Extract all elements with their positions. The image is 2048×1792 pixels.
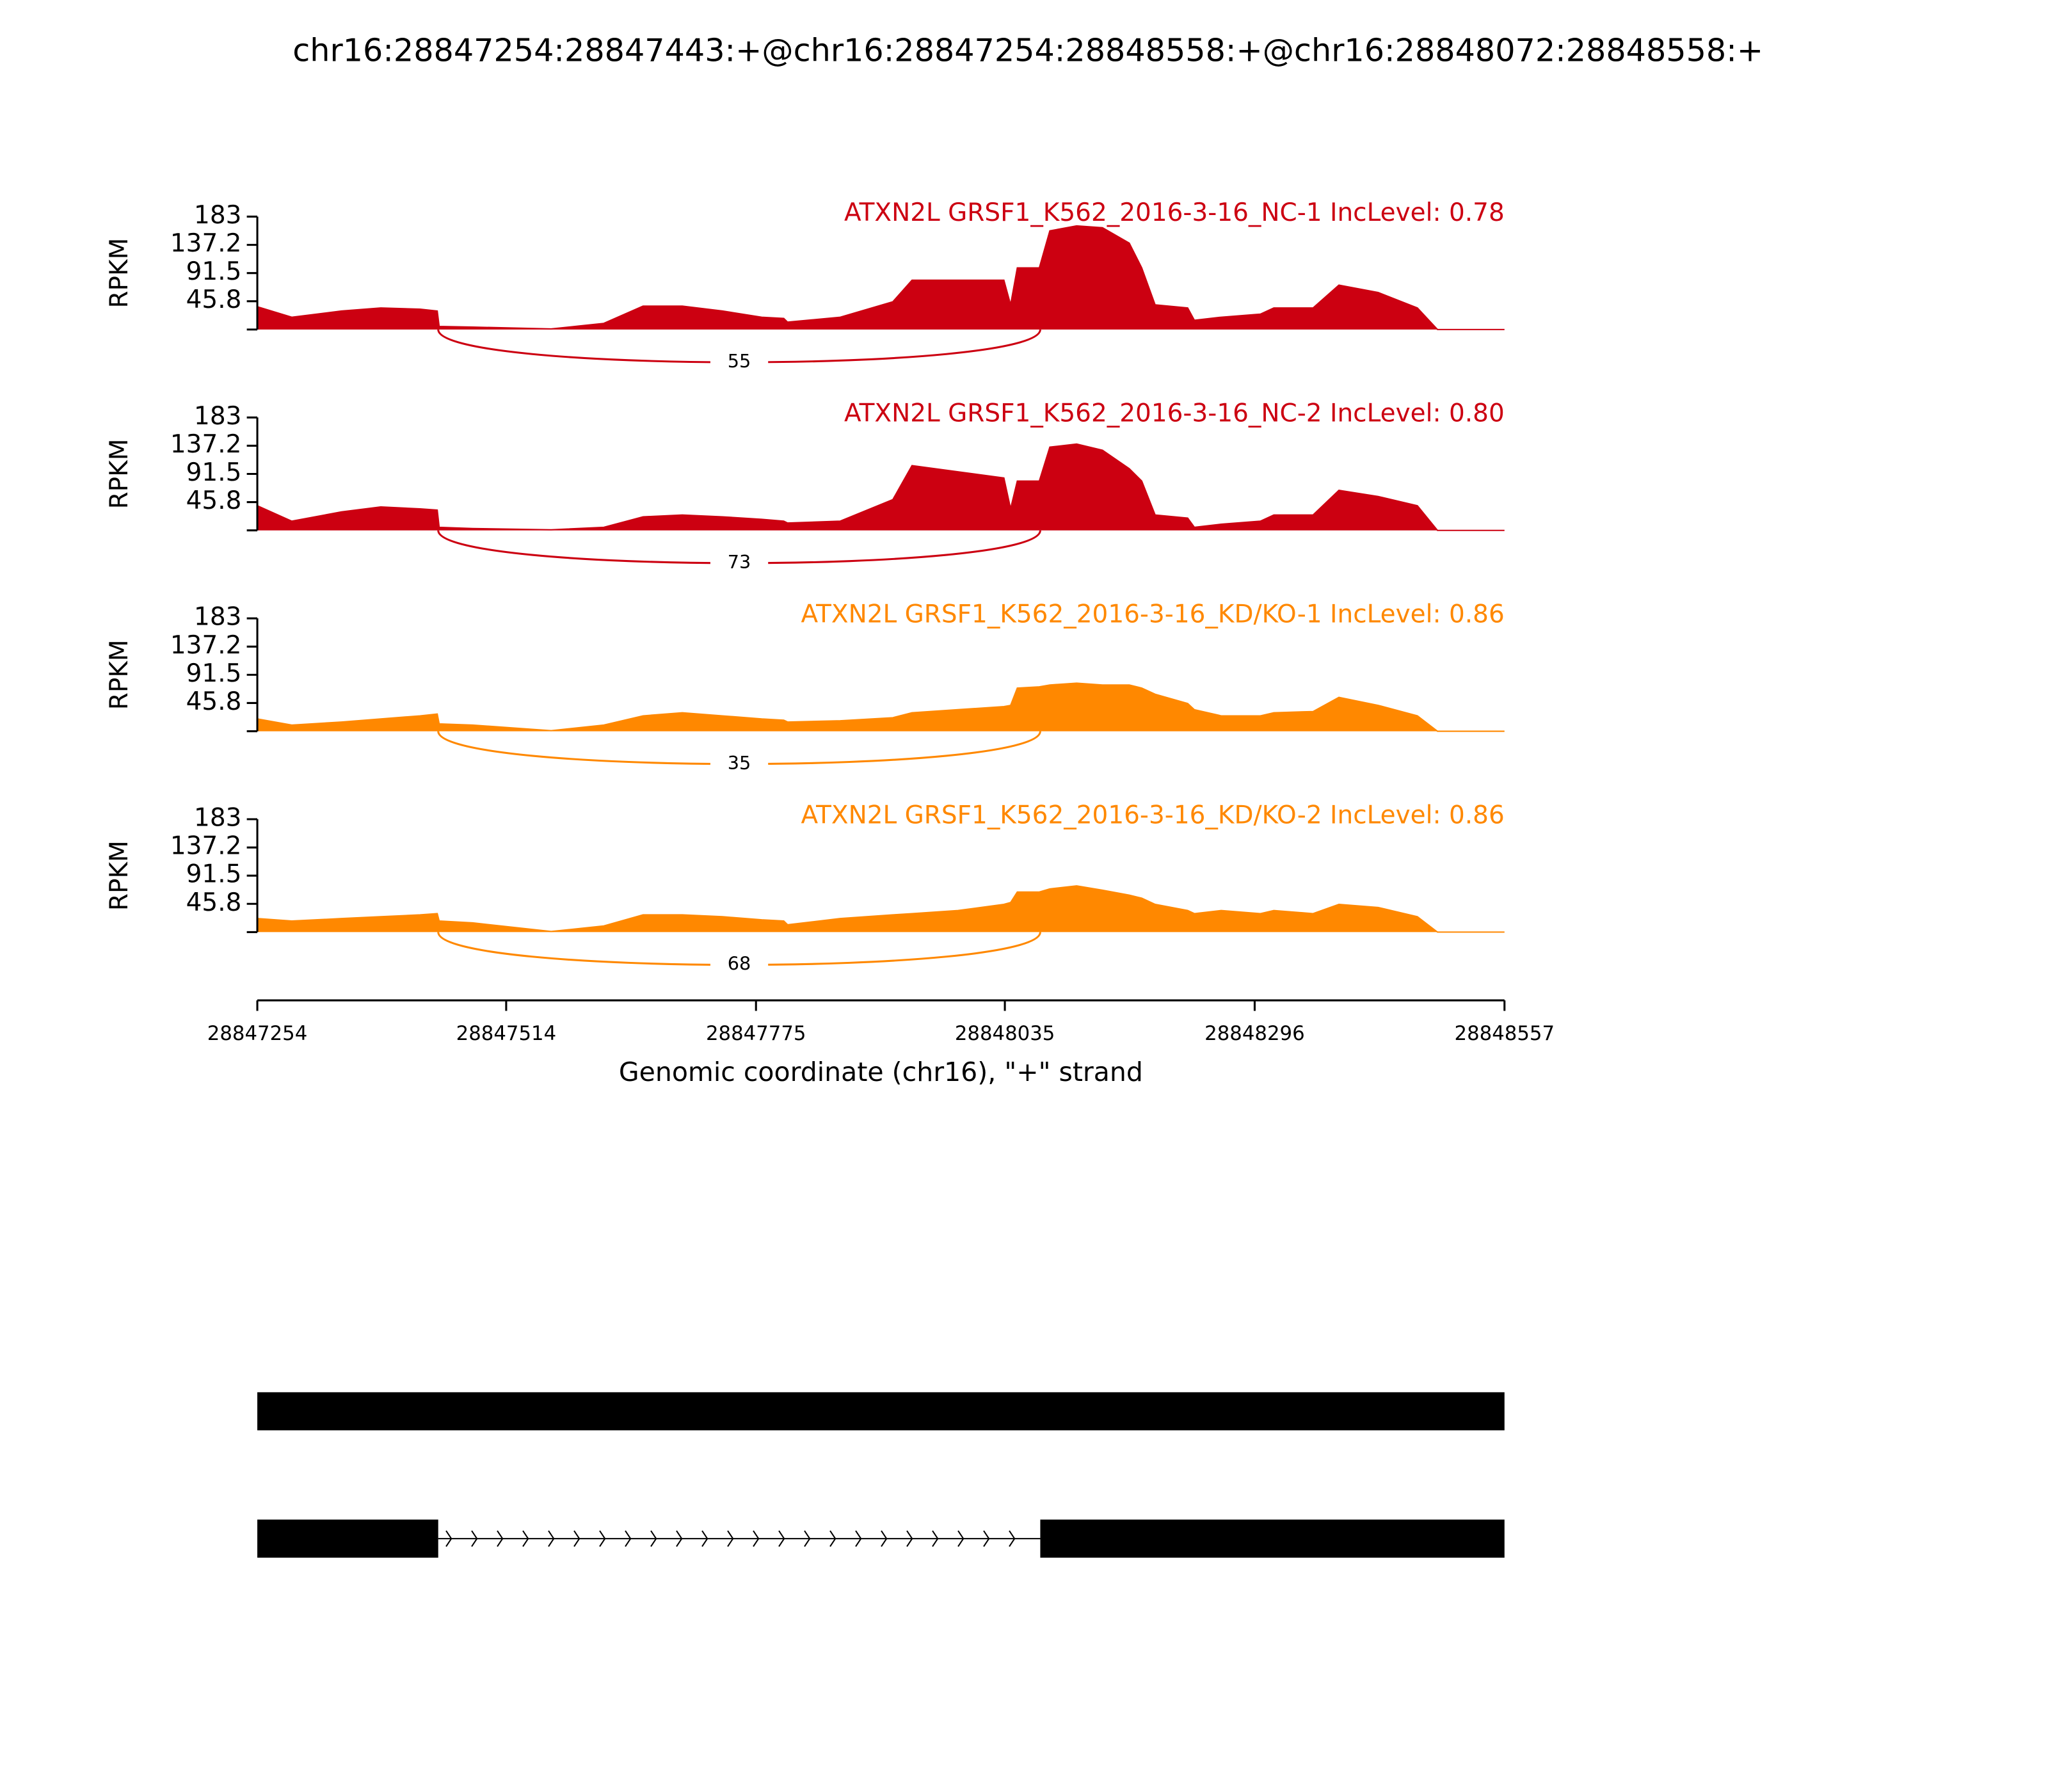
junction-label-box bbox=[710, 346, 769, 378]
junction-count: 35 bbox=[728, 752, 751, 774]
coverage-line bbox=[257, 682, 1505, 732]
intron-arrow bbox=[573, 1530, 580, 1547]
track-title: ATXN2L GRSF1_K562_2016-3-16_NC-2 IncLeve… bbox=[844, 399, 1505, 428]
x-tick-label: 28848557 bbox=[1455, 1022, 1555, 1045]
junction-count: 73 bbox=[728, 551, 751, 573]
intron-arrow bbox=[778, 1530, 785, 1547]
y-tick-label: 137.2 bbox=[170, 430, 242, 459]
intron-arrow bbox=[522, 1530, 529, 1547]
coverage-fill bbox=[257, 886, 1505, 932]
intron-arrow bbox=[727, 1530, 734, 1547]
y-tick-label: 183 bbox=[194, 402, 241, 431]
intron-arrow bbox=[650, 1530, 657, 1547]
junction-count: 55 bbox=[728, 350, 751, 372]
x-tick-label: 28847775 bbox=[706, 1022, 806, 1045]
y-axis-label: RPKM bbox=[105, 840, 134, 911]
intron-arrow bbox=[983, 1530, 990, 1547]
intron-arrow bbox=[625, 1530, 632, 1547]
x-tick-label: 28847514 bbox=[456, 1022, 557, 1045]
exon bbox=[1040, 1519, 1505, 1558]
track-title: ATXN2L GRSF1_K562_2016-3-16_KD/KO-2 IncL… bbox=[801, 801, 1504, 829]
y-tick-label: 91.5 bbox=[186, 458, 242, 487]
exon bbox=[257, 1392, 1505, 1430]
y-axis-label: RPKM bbox=[105, 439, 134, 509]
y-tick-label: 137.2 bbox=[170, 229, 242, 258]
y-tick-label: 45.8 bbox=[186, 888, 242, 917]
x-tick-label: 28847254 bbox=[207, 1022, 308, 1045]
track-title: ATXN2L GRSF1_K562_2016-3-16_KD/KO-1 IncL… bbox=[801, 600, 1504, 629]
intron-arrow bbox=[1009, 1530, 1016, 1547]
intron-arrow bbox=[471, 1530, 478, 1547]
y-tick-label: 91.5 bbox=[186, 860, 242, 889]
intron-arrow bbox=[957, 1530, 964, 1547]
y-tick-label: 45.8 bbox=[186, 486, 242, 515]
junction-label-box bbox=[710, 748, 769, 780]
coverage-line bbox=[257, 885, 1505, 933]
junction-count: 68 bbox=[728, 953, 751, 975]
intron-arrow bbox=[548, 1530, 555, 1547]
intron-arrow bbox=[932, 1530, 939, 1547]
intron-arrow bbox=[676, 1530, 683, 1547]
coverage-fill bbox=[257, 225, 1505, 330]
chart-title: chr16:28847254:28847443:+@chr16:28847254… bbox=[292, 32, 1763, 69]
coverage-fill bbox=[257, 444, 1505, 531]
intron-arrow bbox=[855, 1530, 862, 1547]
y-axis-label: RPKM bbox=[105, 238, 134, 308]
x-tick-label: 28848035 bbox=[955, 1022, 1055, 1045]
junction-label-box bbox=[710, 949, 769, 981]
coverage-fill bbox=[257, 683, 1505, 732]
intron-arrow bbox=[497, 1530, 504, 1547]
y-axis-label: RPKM bbox=[105, 639, 134, 710]
intron-arrow bbox=[829, 1530, 836, 1547]
y-tick-label: 183 bbox=[194, 804, 241, 833]
y-tick-label: 45.8 bbox=[186, 687, 242, 716]
exon bbox=[257, 1519, 438, 1558]
y-tick-label: 45.8 bbox=[186, 285, 242, 314]
x-tick-label: 28848296 bbox=[1204, 1022, 1305, 1045]
intron-arrow bbox=[701, 1530, 708, 1547]
intron-arrow bbox=[906, 1530, 913, 1547]
intron-arrow bbox=[599, 1530, 606, 1547]
y-tick-label: 137.2 bbox=[170, 832, 242, 861]
intron-arrow bbox=[804, 1530, 811, 1547]
y-tick-label: 137.2 bbox=[170, 631, 242, 660]
intron-arrow bbox=[445, 1530, 452, 1547]
intron-arrow bbox=[881, 1530, 888, 1547]
y-tick-label: 183 bbox=[194, 201, 241, 230]
intron-arrow bbox=[753, 1530, 760, 1547]
y-tick-label: 91.5 bbox=[186, 659, 242, 688]
coverage-line bbox=[257, 443, 1505, 531]
junction-label-box bbox=[710, 547, 769, 579]
track-title: ATXN2L GRSF1_K562_2016-3-16_NC-1 IncLeve… bbox=[844, 198, 1505, 227]
coverage-line bbox=[257, 225, 1505, 330]
y-tick-label: 91.5 bbox=[186, 257, 242, 286]
x-axis-label: Genomic coordinate (chr16), "+" strand bbox=[619, 1057, 1143, 1087]
y-tick-label: 183 bbox=[194, 603, 241, 632]
